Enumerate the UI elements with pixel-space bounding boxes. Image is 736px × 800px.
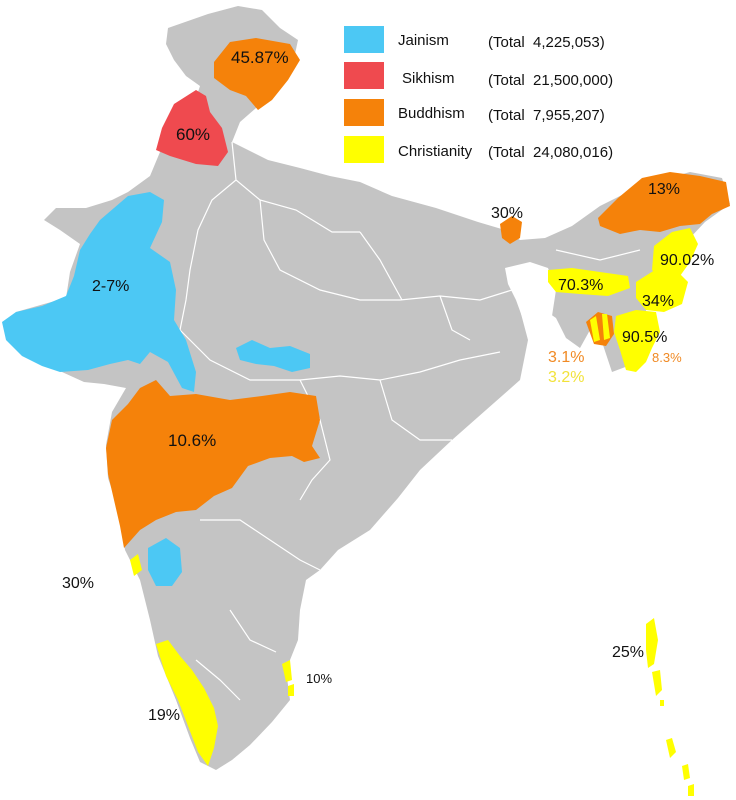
jainism-gujarat-rajasthan (2, 192, 196, 392)
label-arunachal: 13% (648, 181, 680, 198)
christianity-pondicherry (282, 660, 292, 682)
legend-total-sikhism: (Total 21,500,000) (488, 72, 614, 89)
buddhism-maharashtra (106, 380, 320, 548)
legend-swatch-christianity (344, 136, 384, 163)
label-nagaland: 90.02% (660, 252, 714, 269)
christianity-goa (130, 554, 142, 576)
legend-total-buddhism: (Total 7,955,207) (488, 107, 605, 124)
sikhism-punjab (156, 90, 228, 166)
tripura-striped (586, 312, 614, 346)
label-kerala: 19% (148, 707, 180, 724)
christianity-manipur (636, 268, 688, 312)
label-mizoram-buddhism: 8.3% (652, 350, 682, 365)
label-ladakh: 45.87% (231, 48, 289, 67)
india-landmass (4, 6, 730, 770)
label-punjab: 60% (176, 125, 210, 144)
label-tripura-christianity: 3.2% (548, 369, 584, 386)
label-tripura-buddhism: 3.1% (548, 349, 584, 366)
map-labels: 45.87% 60% 30% 13% 90.02% 70.3% 34% 90.5… (62, 48, 714, 724)
legend-label-jainism: Jainism (398, 32, 449, 49)
christianity-nagaland (652, 228, 698, 280)
bangladesh-gap (505, 262, 556, 332)
legend-swatch-jainism (344, 26, 384, 53)
legend-total-jainism: (Total 4,225,053) (488, 34, 605, 51)
buddhism-sikkim (500, 216, 522, 244)
christianity-meghalaya (548, 268, 630, 296)
label-sikkim: 30% (491, 205, 523, 222)
label-pondicherry: 10% (306, 671, 332, 686)
jainism-madhya-pradesh (236, 340, 310, 372)
label-mizoram: 90.5% (622, 329, 667, 346)
jainism-karnataka (148, 538, 182, 586)
state-borders (179, 141, 641, 701)
legend-total-christianity: (Total 24,080,016) (488, 144, 614, 161)
christianity-mizoram (614, 310, 660, 372)
label-goa: 30% (62, 575, 94, 592)
legend-swatch-sikhism (344, 62, 384, 89)
label-maharashtra: 10.6% (168, 431, 216, 450)
christianity-pondicherry-2 (288, 684, 294, 696)
buddhism-ladakh (214, 38, 300, 110)
label-andaman: 25% (612, 644, 644, 661)
legend-label-sikhism: Sikhism (402, 70, 455, 87)
legend-swatch-buddhism (344, 99, 384, 126)
label-meghalaya: 70.3% (558, 277, 603, 294)
label-gujarat-rajasthan: 2-7% (92, 278, 129, 295)
christianity-andaman (646, 618, 694, 796)
christianity-kerala (156, 640, 218, 766)
label-manipur: 34% (642, 293, 674, 310)
legend-label-christianity: Christianity (398, 143, 473, 160)
buddhism-arunachal (598, 172, 730, 234)
legend-label-buddhism: Buddhism (398, 105, 465, 122)
